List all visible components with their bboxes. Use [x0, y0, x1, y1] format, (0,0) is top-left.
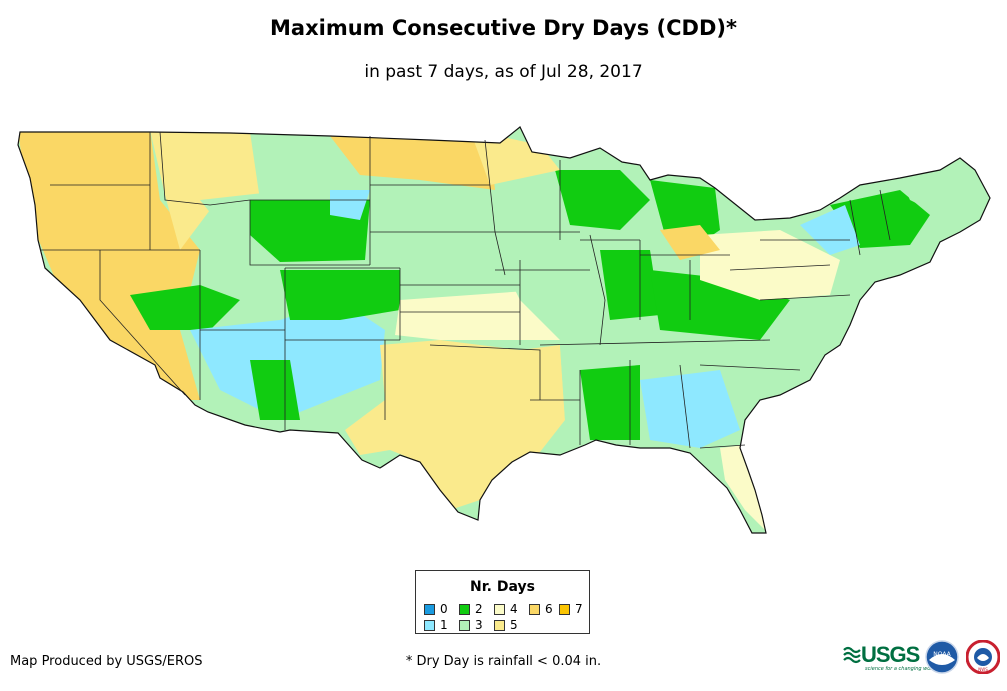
region-colorado-wet: [280, 270, 400, 320]
legend-item-3: 3: [459, 618, 483, 632]
legend-swatch-3: [459, 619, 470, 631]
border-ok-tx: [429, 344, 541, 400]
legend-label-3: 3: [475, 618, 483, 632]
border-al-ga: [679, 364, 691, 449]
nws-logo: NWS: [966, 640, 1000, 674]
region-illinois-wet: [600, 250, 660, 320]
border-vt-nh: [879, 189, 891, 241]
legend-label-5: 5: [510, 618, 518, 632]
legend-title: Nr. Days: [470, 579, 535, 595]
legend-swatch-4: [494, 603, 505, 615]
legend-swatch-2: [459, 603, 470, 615]
legend-label-2: 2: [475, 602, 483, 616]
border-id-mt: [159, 131, 251, 206]
legend-item-6: 6: [529, 602, 553, 616]
region-west-dry: [18, 130, 200, 400]
map-title: Maximum Consecutive Dry Days (CDD)*: [270, 16, 737, 40]
legend-item-2: 2: [459, 602, 483, 616]
nws-label: NWS: [978, 667, 988, 672]
region-lower-michigan-dry: [660, 225, 720, 260]
legend-label-6: 6: [545, 602, 553, 616]
region-florida: [720, 445, 765, 530]
map-subtitle: in past 7 days, as of Jul 28, 2017: [364, 62, 643, 82]
border-wy-south: [249, 200, 370, 266]
region-texas-dry: [345, 340, 565, 510]
legend-label-0: 0: [440, 602, 448, 616]
border-nc-sc: [699, 364, 801, 371]
usgs-waves-icon: [843, 646, 861, 664]
border-mississippi-river: [589, 234, 606, 346]
border-ca-nv: [99, 250, 186, 396]
region-arizona-wet: [250, 360, 300, 420]
legend-item-4: 4: [494, 602, 518, 616]
legend-label-4: 4: [510, 602, 518, 616]
region-georgia-wet: [640, 370, 740, 448]
region-montana-dry: [150, 130, 260, 250]
border-ny-ne: [849, 199, 861, 256]
region-nevada-wet: [130, 285, 240, 330]
region-ny-wet: [800, 205, 860, 255]
state-borders: [40, 131, 891, 449]
legend-item-7: 7: [559, 602, 583, 616]
legend: Nr. Days 0 1 2 3 4 5 6 7: [415, 570, 590, 634]
border-pa-south: [729, 264, 831, 271]
usgs-logo: USGS science for a changing world: [843, 642, 937, 672]
region-wyoming-patch: [330, 190, 370, 220]
legend-item-1: 1: [424, 618, 448, 632]
legend-swatch-0: [424, 603, 435, 615]
legend-swatch-1: [424, 619, 435, 631]
usgs-wordmark: USGS: [861, 642, 920, 667]
legend-item-5: 5: [494, 618, 518, 632]
us-outline: [17, 126, 991, 534]
region-dakotas-dry: [330, 136, 495, 190]
region-minnesota-dry: [470, 130, 560, 185]
legend-swatch-5: [494, 619, 505, 631]
border-ky-tn: [539, 339, 771, 346]
noaa-label: NOAA: [933, 651, 951, 658]
noaa-logo: NOAA: [925, 640, 959, 674]
legend-label-7: 7: [575, 602, 583, 616]
map-credit: Map Produced by USGS/EROS: [10, 654, 203, 669]
border-va-nc: [759, 294, 851, 301]
region-kansas-oklahoma: [395, 290, 560, 340]
map-fill-regions: [18, 127, 990, 533]
legend-swatch-6: [529, 603, 540, 615]
region-wisconsin-wet: [555, 170, 650, 230]
usgs-tagline: science for a changing world: [865, 666, 937, 672]
legend-item-0: 0: [424, 602, 448, 616]
region-appalachian-dry: [700, 230, 840, 300]
dry-day-footnote: * Dry Day is rainfall < 0.04 in.: [405, 654, 602, 669]
legend-swatch-7: [559, 603, 570, 615]
region-mississippi-wet: [580, 365, 640, 440]
border-ga-fl: [699, 444, 746, 449]
legend-label-1: 1: [440, 618, 448, 632]
